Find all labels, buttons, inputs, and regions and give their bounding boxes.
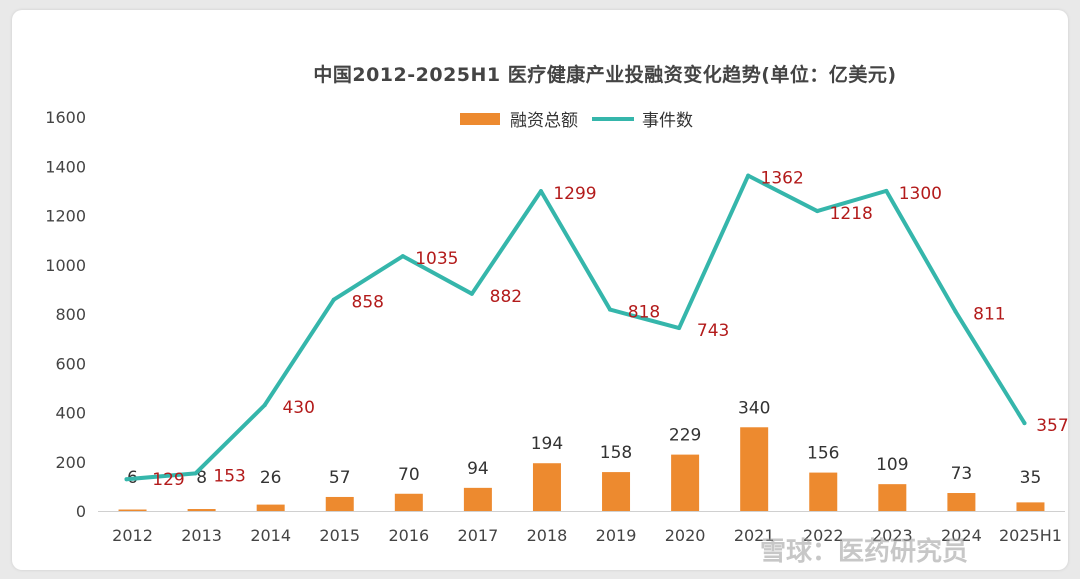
x-tick-label: 2025H1 xyxy=(999,526,1062,545)
x-tick-label: 2018 xyxy=(527,526,568,545)
line-value-label: 1035 xyxy=(415,249,458,269)
bar xyxy=(394,493,423,511)
x-tick-label: 2016 xyxy=(388,526,429,545)
line-point xyxy=(262,403,267,408)
line-value-label: 743 xyxy=(697,321,729,341)
x-tick-label: 2024 xyxy=(941,526,982,545)
y-tick-label: 200 xyxy=(55,453,86,472)
line-point xyxy=(400,254,405,259)
bar-value-label: 57 xyxy=(329,468,351,488)
bar-value-label: 73 xyxy=(951,464,973,484)
line-point xyxy=(331,297,336,302)
line-point xyxy=(608,307,613,312)
bar-value-label: 156 xyxy=(807,444,839,464)
x-tick-label: 2014 xyxy=(250,526,291,545)
legend-swatch-bar xyxy=(460,113,500,125)
line-point xyxy=(124,477,129,482)
bar-value-label: 229 xyxy=(669,426,701,446)
x-tick-label: 2020 xyxy=(665,526,706,545)
bar xyxy=(325,496,354,511)
line-value-label: 1299 xyxy=(553,184,596,204)
line-value-label: 811 xyxy=(973,304,1005,324)
legend-label-bar: 融资总额 xyxy=(510,111,578,131)
bar xyxy=(256,504,285,511)
line-value-label: 129 xyxy=(152,470,184,490)
bar-value-label: 94 xyxy=(467,459,489,479)
bar-value-label: 340 xyxy=(738,398,770,418)
line-value-label: 153 xyxy=(213,466,245,486)
bar xyxy=(187,509,216,511)
line-point xyxy=(815,209,820,214)
bar-value-label: 70 xyxy=(398,465,420,485)
x-tick-label: 2023 xyxy=(872,526,913,545)
bar xyxy=(602,472,631,511)
x-tick-label: 2022 xyxy=(803,526,844,545)
bar xyxy=(947,493,976,511)
bar-value-label: 158 xyxy=(600,443,632,463)
y-tick-label: 1600 xyxy=(45,108,86,127)
line-value-label: 1300 xyxy=(899,184,942,204)
y-tick-label: 400 xyxy=(55,404,86,423)
chart-title: 中国2012-2025H1 医疗健康产业投融资变化趋势(单位：亿美元) xyxy=(313,64,897,86)
bar-value-label: 35 xyxy=(1020,468,1042,488)
x-tick-label: 2021 xyxy=(734,526,775,545)
line-point xyxy=(746,173,751,178)
x-tick-label: 2019 xyxy=(596,526,637,545)
line-point xyxy=(677,326,682,331)
line-value-label: 357 xyxy=(1036,416,1068,436)
bar xyxy=(740,427,769,511)
y-tick-label: 600 xyxy=(55,354,86,373)
bar-value-label: 26 xyxy=(260,468,282,488)
bar xyxy=(532,463,561,511)
y-tick-label: 1400 xyxy=(45,157,86,176)
line-value-label: 858 xyxy=(352,293,384,313)
bar xyxy=(809,472,838,511)
legend-label-line: 事件数 xyxy=(642,111,693,131)
y-tick-label: 800 xyxy=(55,305,86,324)
line-point xyxy=(538,189,543,194)
y-tick-label: 0 xyxy=(76,502,86,521)
y-tick-label: 1000 xyxy=(45,256,86,275)
line-point xyxy=(884,188,889,193)
bar xyxy=(671,454,700,511)
bar-value-label: 8 xyxy=(196,468,207,488)
x-tick-label: 2012 xyxy=(112,526,153,545)
line-value-label: 882 xyxy=(490,287,522,307)
bar xyxy=(118,509,147,511)
line-series-event-count xyxy=(124,173,1027,482)
x-tick-label: 2015 xyxy=(319,526,360,545)
line-point xyxy=(469,291,474,296)
bar xyxy=(878,484,907,511)
bar xyxy=(463,487,492,511)
line-value-label: 430 xyxy=(282,398,314,418)
line-point xyxy=(1022,421,1027,426)
line-point xyxy=(953,309,958,314)
line-value-label: 1362 xyxy=(761,169,804,189)
bar xyxy=(1016,502,1045,511)
line-value-label: 818 xyxy=(628,303,660,323)
y-tick-label: 1200 xyxy=(45,207,86,226)
x-tick-label: 2017 xyxy=(458,526,499,545)
bar-value-label: 109 xyxy=(876,455,908,475)
bar-value-label: 194 xyxy=(531,434,563,454)
watermark-text: 雪球：医药研究员 xyxy=(760,536,968,567)
line-point xyxy=(193,471,198,476)
x-tick-label: 2013 xyxy=(181,526,222,545)
line-value-label: 1218 xyxy=(830,204,873,224)
